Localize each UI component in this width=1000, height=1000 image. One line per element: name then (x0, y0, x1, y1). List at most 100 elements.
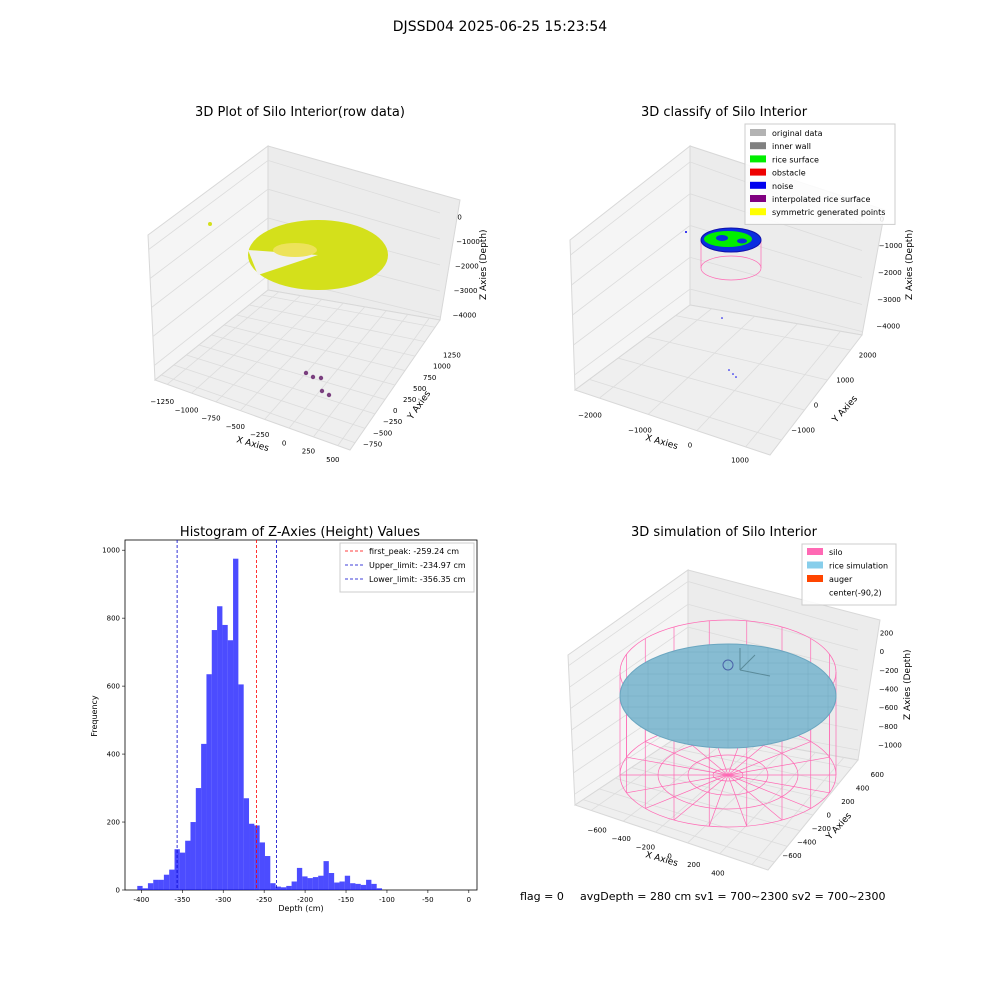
histogram-xlabel: Depth (cm) (278, 904, 323, 913)
silo-spoke (645, 774, 729, 809)
histogram-bar (163, 874, 170, 890)
legend-label: rice simulation (829, 562, 888, 571)
histogram-bar (312, 877, 319, 890)
panel2-noise-point (721, 317, 723, 319)
x-tick-label: −600 (587, 826, 606, 834)
z-tick-label: 0 (880, 648, 884, 656)
legend-label: symmetric generated points (772, 208, 885, 217)
x-tick-label: 250 (302, 448, 315, 456)
panel2-ylabel: Y Axies (830, 394, 860, 426)
panel3-title: Histogram of Z-Axies (Height) Values (180, 525, 420, 540)
silo-spoke (727, 756, 830, 776)
grid-line (618, 357, 805, 411)
y-tick-label: 200 (107, 819, 120, 827)
y-tick-label: 1000 (433, 363, 451, 371)
histogram-bar (264, 856, 271, 890)
legend-swatch (750, 181, 766, 189)
histogram-bar (233, 558, 239, 890)
histogram-legend: first_peak: -259.24 cm Upper_limit: -234.… (339, 542, 475, 593)
histogram-bar (323, 861, 329, 890)
x-tick-label: -200 (297, 896, 313, 904)
y-tick-label: 750 (423, 374, 436, 382)
x-tick-label: 400 (711, 870, 724, 878)
histogram-bar (153, 879, 159, 890)
y-tick-label: 250 (403, 396, 416, 404)
histogram-bars (137, 558, 383, 890)
y-tick-label: 500 (413, 385, 426, 393)
legend-swatch (750, 195, 766, 202)
panel1-cloud-highlight (273, 243, 317, 257)
panel2-xlabel: X Axies (644, 433, 679, 452)
panel1-zlabel: Z Axies (Depth) (479, 229, 489, 300)
silo-spoke (708, 774, 729, 827)
histogram-ticks: -400 -350 -300 -250 -200 -150 -100 -50 0 0 200 400 6… (102, 547, 471, 904)
grid-line (568, 580, 859, 667)
grid-line (236, 314, 416, 357)
panel2-title: 3D classify of Silo Interior (641, 105, 808, 120)
panel2-tick-labels: −2000−100001000−10000100020000−1000−2000… (578, 215, 902, 464)
y-tick-label: 400 (856, 784, 869, 792)
y-tick-label: 0 (814, 402, 818, 410)
z-tick-label: −800 (878, 723, 897, 731)
panel2-noise-point (685, 231, 687, 233)
silo-spoke (727, 741, 811, 776)
grid-line (211, 334, 396, 386)
y-tick-label: 0 (116, 887, 120, 895)
z-tick-label: −2000 (878, 269, 902, 277)
x-tick-label: -150 (338, 896, 354, 904)
legend-label: rice surface (772, 155, 819, 164)
histogram-plot-area (124, 539, 478, 891)
panel2-noise-patch (716, 235, 728, 241)
y-tick-label: 400 (107, 751, 120, 759)
legend-label: interpolated rice surface (772, 195, 870, 204)
histogram-bar (259, 842, 265, 890)
z-tick-label: −4000 (876, 323, 900, 331)
z-tick-label: −4000 (453, 312, 477, 320)
z-tick-label: 200 (880, 629, 893, 637)
histogram-bar (195, 788, 202, 890)
legend-swatch (807, 575, 823, 582)
legend-swatch (750, 155, 766, 163)
grid-line (675, 315, 851, 351)
histogram-bar (147, 883, 154, 890)
histogram-bar (366, 879, 372, 890)
grid-line (615, 777, 801, 832)
legend-label: original data (772, 129, 823, 138)
silo-spoke (727, 774, 748, 827)
legend-frame (744, 123, 896, 225)
panel4-zlabel: Z Axies (Depth) (903, 649, 913, 720)
grid-line (582, 799, 775, 863)
grid-line (663, 745, 839, 784)
x-tick-label: −1250 (150, 398, 174, 406)
grid-line (599, 788, 788, 847)
silo-spoke (673, 774, 729, 821)
panel4-tick-labels: −600−400−2000200400−600−400−200020040060… (587, 629, 901, 877)
legend-label: silo (829, 548, 843, 557)
y-tick-label: −500 (373, 429, 392, 437)
histogram-bar (158, 879, 164, 890)
grid-line (161, 374, 356, 444)
x-tick-label: -100 (379, 896, 395, 904)
legend-label: Lower_limit: -356.35 cm (369, 575, 466, 584)
x-tick-label: −250 (250, 431, 269, 439)
histogram-bar (355, 883, 361, 890)
histogram-bar (376, 888, 383, 890)
y-tick-label: −400 (797, 839, 816, 847)
grid-line (570, 626, 859, 709)
grid-line (186, 354, 376, 415)
panel4-auger (739, 648, 771, 677)
histogram-bar (201, 743, 207, 890)
y-tick-label: −750 (363, 440, 382, 448)
y-tick-label: 1000 (836, 377, 854, 385)
silo-spoke (626, 774, 729, 794)
histogram-bar (334, 882, 340, 890)
x-tick-label: 0 (688, 442, 692, 450)
y-tick-label: 1250 (443, 352, 461, 360)
silo-spoke (645, 741, 729, 776)
panel-raw-data: 3D Plot of Silo Interior(row data) −1250… (147, 105, 489, 464)
histogram-bar (179, 852, 186, 890)
z-tick-label: −3000 (454, 287, 478, 295)
silo-spoke (727, 774, 811, 809)
x-tick-label: −200 (636, 844, 655, 852)
z-tick-label: −3000 (877, 296, 901, 304)
